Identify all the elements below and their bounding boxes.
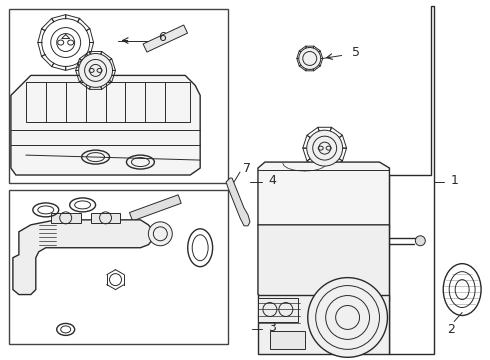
Bar xyxy=(9,190,228,345)
Polygon shape xyxy=(258,294,390,354)
Text: 4: 4 xyxy=(268,174,276,186)
Text: 5: 5 xyxy=(351,46,360,59)
Circle shape xyxy=(416,236,425,246)
Bar xyxy=(26,82,190,122)
Polygon shape xyxy=(11,75,200,175)
Bar xyxy=(9,9,228,183)
Text: 3: 3 xyxy=(268,321,276,334)
Polygon shape xyxy=(143,25,188,52)
Polygon shape xyxy=(129,195,181,221)
Circle shape xyxy=(299,48,321,69)
Polygon shape xyxy=(226,178,250,226)
Text: 2: 2 xyxy=(447,323,455,336)
Circle shape xyxy=(307,130,343,166)
Polygon shape xyxy=(258,225,390,302)
Circle shape xyxy=(78,54,113,87)
Polygon shape xyxy=(258,162,390,235)
Polygon shape xyxy=(13,220,152,294)
Circle shape xyxy=(308,278,388,357)
Text: 1: 1 xyxy=(450,174,458,186)
Circle shape xyxy=(148,222,172,246)
Text: 6: 6 xyxy=(158,31,166,44)
Text: 7: 7 xyxy=(243,162,251,175)
Bar xyxy=(258,298,298,323)
Bar xyxy=(270,332,305,349)
Bar xyxy=(91,213,121,223)
Bar xyxy=(51,213,81,223)
